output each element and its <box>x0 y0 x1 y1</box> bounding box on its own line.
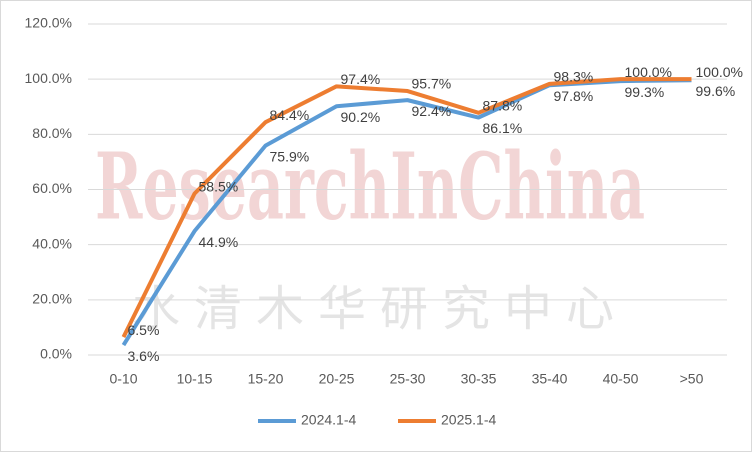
x-tick-label: 35-40 <box>532 371 568 387</box>
data-label: 84.4% <box>270 107 310 123</box>
x-tick-label: 15-20 <box>248 371 284 387</box>
data-label: 97.4% <box>341 71 381 87</box>
data-label: 99.6% <box>696 83 736 99</box>
legend-label: 2024.1-4 <box>301 412 356 428</box>
data-label: 44.9% <box>199 234 239 250</box>
data-label: 97.8% <box>554 88 594 104</box>
data-label: 6.5% <box>128 322 160 338</box>
series-line <box>121 77 692 338</box>
data-label: 86.1% <box>483 120 523 136</box>
y-tick-label: 40.0% <box>32 235 72 251</box>
data-label: 3.6% <box>128 348 160 364</box>
data-label: 87.8% <box>483 98 523 114</box>
data-label: 98.3% <box>554 69 594 85</box>
x-tick-label: >50 <box>680 371 704 387</box>
data-label: 100.0% <box>696 64 743 80</box>
data-label: 58.5% <box>199 178 239 194</box>
y-tick-label: 0.0% <box>40 346 72 362</box>
watermark: ResearchInChina <box>95 133 645 241</box>
y-tick-label: 60.0% <box>32 180 72 196</box>
data-label: 75.9% <box>270 148 310 164</box>
data-label: 90.2% <box>341 109 381 125</box>
data-label: 92.4% <box>412 103 452 119</box>
y-tick-label: 100.0% <box>25 70 72 86</box>
x-tick-label: 10-15 <box>177 371 213 387</box>
x-tick-label: 25-30 <box>390 371 426 387</box>
x-tick-label: 30-35 <box>461 371 497 387</box>
watermark-subtext: 水清木华研究中心 <box>132 281 628 337</box>
x-tick-label: 40-50 <box>603 371 639 387</box>
y-tick-label: 80.0% <box>32 125 72 141</box>
x-tick-label: 0-10 <box>109 371 137 387</box>
data-label: 100.0% <box>625 64 672 80</box>
data-label: 95.7% <box>412 76 452 92</box>
y-tick-label: 20.0% <box>32 291 72 307</box>
x-tick-label: 20-25 <box>319 371 355 387</box>
y-tick-label: 120.0% <box>25 15 72 31</box>
legend-label: 2025.1-4 <box>441 412 496 428</box>
data-label: 99.3% <box>625 84 665 100</box>
